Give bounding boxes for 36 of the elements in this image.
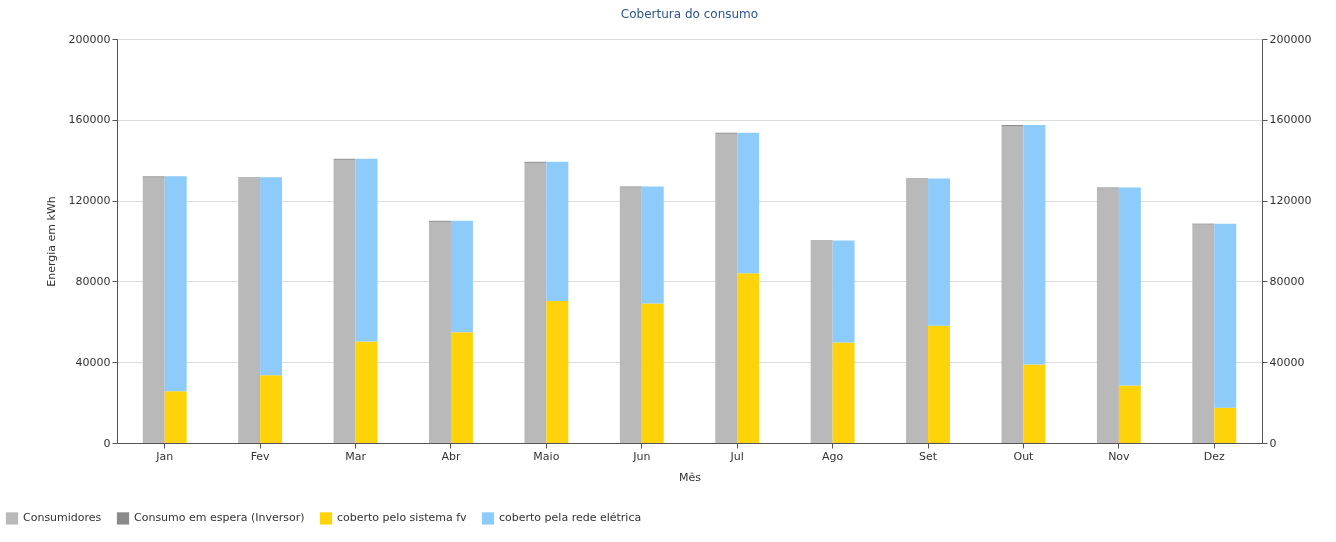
y2-tick-label: 80000 <box>1269 274 1305 288</box>
bar <box>164 391 187 443</box>
x-tick-label: Jul <box>729 449 744 463</box>
chart-title: Cobertura do consumo <box>620 7 759 21</box>
y-tick-label: 120000 <box>68 194 111 208</box>
y2-tick-label: 200000 <box>1269 32 1312 46</box>
x-tick-label: Ago <box>822 449 844 463</box>
x-tick-label: Dez <box>1203 449 1226 463</box>
y-axis-title: Energia em kWh <box>44 196 58 287</box>
x-tick-label: Maio <box>533 449 560 463</box>
bar <box>1118 385 1141 443</box>
x-tick-label: Abr <box>441 449 461 463</box>
bar <box>1214 407 1237 443</box>
y2-tick-label: 40000 <box>1269 355 1305 369</box>
x-tick-label: Jan <box>155 449 174 463</box>
x-axis-title: Mês <box>679 470 702 484</box>
y-tick-label: 0 <box>103 436 111 450</box>
y-tick-label: 200000 <box>68 32 111 46</box>
y-tick-label: 160000 <box>68 113 111 127</box>
bar <box>260 375 283 443</box>
x-tick-label: Out <box>1013 449 1035 463</box>
bar <box>1023 364 1046 443</box>
legend-label: coberto pelo sistema fv <box>337 511 468 525</box>
y2-tick-label: 160000 <box>1269 113 1312 127</box>
x-tick-label: Nov <box>1108 449 1131 463</box>
legend-label: Consumo em espera (Inversor) <box>134 511 305 525</box>
y-tick-label: 40000 <box>75 355 111 369</box>
y2-tick-label: 0 <box>1269 436 1277 450</box>
y-tick-label: 80000 <box>75 274 111 288</box>
legend-label: coberto pela rede elétrica <box>499 511 642 525</box>
x-tick-label: Set <box>919 449 938 463</box>
y2-tick-label: 120000 <box>1269 194 1312 208</box>
x-tick-label: Jun <box>632 449 651 463</box>
x-tick-label: Fev <box>250 449 271 463</box>
legend-label: Consumidores <box>23 511 102 525</box>
x-tick-label: Mar <box>345 449 367 463</box>
